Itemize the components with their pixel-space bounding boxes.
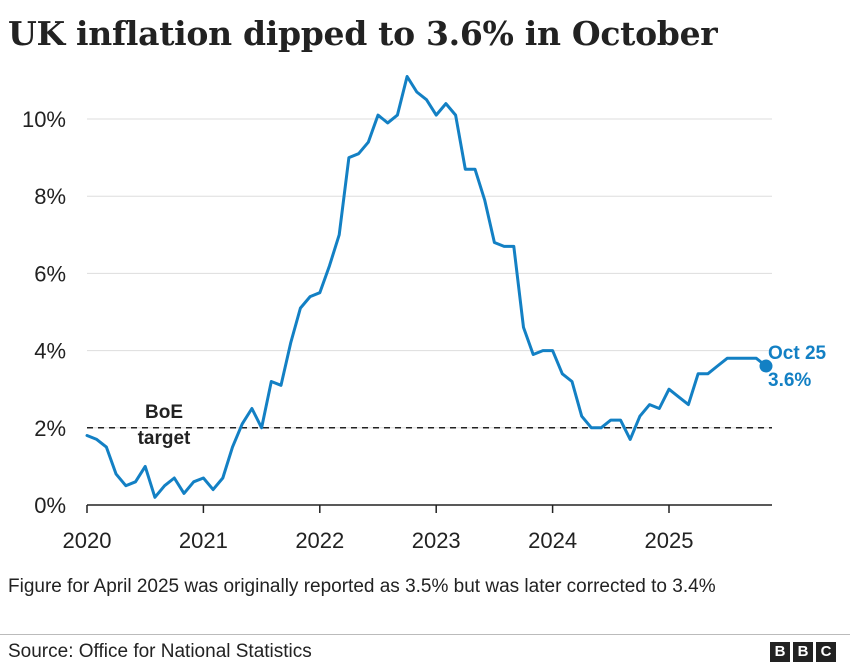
y-tick-label: 8% [34,184,66,209]
series-line-cpi [85,75,768,499]
end-label-group: Oct 25 3.6% [768,343,827,391]
bbc-logo: B B C [770,642,836,662]
logo-letter: B [770,642,790,662]
logo-letter: B [793,642,813,662]
x-axis-ticks: 2020 2021 2022 2023 2024 2025 [63,505,694,553]
target-label: target [138,428,191,449]
x-tick-label: 2022 [295,528,344,553]
y-tick-label: 6% [34,261,66,286]
end-label-date: Oct 25 [768,343,827,364]
chart-title: UK inflation dipped to 3.6% in October [8,14,718,53]
x-tick-label: 2021 [179,528,228,553]
boe-label: BoE [145,402,183,423]
y-tick-label: 4% [34,339,66,364]
source-bar: Source: Office for National Statistics B… [0,634,850,667]
end-label-value: 3.6% [768,370,811,391]
inflation-chart: 0% 2% 4% 6% 8% 10% 2020 2021 2022 2023 2024 2025 B… [22,75,827,553]
x-tick-label: 2020 [63,528,112,553]
x-tick-label: 2023 [412,528,461,553]
y-tick-label: 2% [34,416,66,441]
y-axis-ticks: 0% 2% 4% 6% 8% 10% [22,107,66,518]
end-point-marker [759,359,773,373]
y-tick-label: 10% [22,107,66,132]
footnote: Figure for April 2025 was originally rep… [8,576,716,597]
x-tick-label: 2025 [645,528,694,553]
logo-letter: C [816,642,836,662]
boe-target-reference: BoE target [87,402,772,449]
source-text: Source: Office for National Statistics [8,641,312,662]
series-layer [85,75,773,499]
y-tick-label: 0% [34,493,66,518]
x-tick-label: 2024 [528,528,577,553]
